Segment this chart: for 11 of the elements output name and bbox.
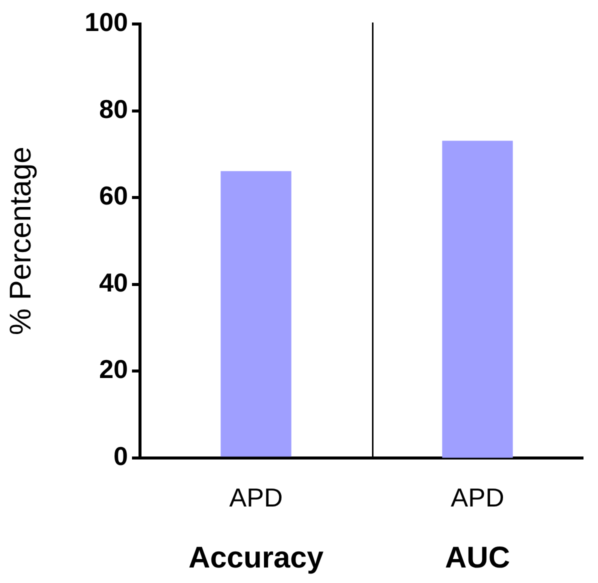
x-axis-title: Accuracy (188, 541, 324, 574)
y-tick-label: 100 (84, 7, 128, 38)
x-tick-label: APD (229, 482, 283, 513)
y-axis-title: % Percentage (4, 146, 38, 336)
x-tick-label: APD (450, 482, 504, 513)
y-tick-label: 80 (99, 94, 128, 124)
y-tick-label: 0 (114, 440, 128, 471)
y-tick-label: 60 (99, 180, 128, 211)
y-tick-label: 20 (99, 354, 128, 384)
y-tick-label: 40 (99, 267, 128, 298)
x-axis-title: AUC (445, 541, 510, 574)
